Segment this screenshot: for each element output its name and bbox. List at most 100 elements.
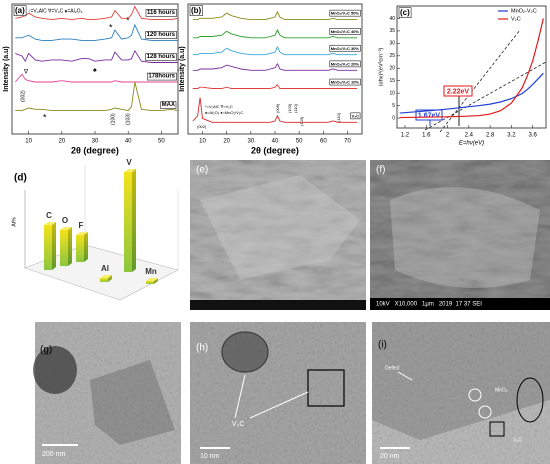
- bar-side: [68, 227, 72, 266]
- peak-label: (103): [287, 103, 292, 113]
- bar: [76, 235, 84, 262]
- label-box: [350, 112, 361, 120]
- x-tick-label: 30: [247, 139, 254, 145]
- peak-mark: *: [109, 22, 113, 32]
- legend-entry: V₂C: [511, 16, 521, 22]
- peak-label: (103): [125, 113, 131, 125]
- panel-label: (e): [196, 165, 208, 176]
- data-line: [399, 72, 544, 114]
- panel-e: (e): [190, 160, 366, 310]
- panel-label: (h): [196, 343, 208, 354]
- data-line: [192, 10, 358, 21]
- category-label: Mn: [145, 267, 157, 276]
- legend-entry: MnO₂/V₂C 30%: [331, 46, 360, 51]
- x-tick-label: 20: [58, 139, 65, 145]
- bar-top: [44, 222, 56, 225]
- peak-label: (110): [336, 112, 341, 122]
- legend-note: *=V₂AlC ∇=V₂C: [205, 104, 233, 109]
- data-line: [15, 81, 179, 112]
- bar-top: [124, 169, 136, 172]
- y-axis-label: Intensity (a.u): [3, 46, 10, 92]
- y-tick-label: 25: [389, 53, 395, 59]
- plot-frame: [396, 5, 547, 129]
- flake: [390, 187, 540, 288]
- bar-top: [76, 232, 88, 235]
- x-tick-label: 10: [199, 139, 206, 145]
- x-tick-label: 3.6: [529, 133, 538, 139]
- x-tick-label: 30: [92, 139, 99, 145]
- panel-label: (b): [191, 6, 202, 15]
- peak-label: (103): [299, 116, 304, 126]
- y-tick-label: 10: [389, 90, 395, 96]
- peak-label: (100): [110, 113, 116, 125]
- label-box: [329, 9, 361, 17]
- label-box: [13, 5, 27, 16]
- x-axis-label: E=hν(eV): [459, 141, 484, 147]
- flake: [200, 175, 360, 280]
- label-box: [189, 5, 203, 16]
- arrow: [234, 374, 246, 419]
- bar-side: [108, 275, 112, 282]
- category-label: C: [46, 211, 52, 220]
- category-label: V: [126, 158, 132, 167]
- legend-entry: MAX: [162, 102, 175, 108]
- label-box: [398, 7, 412, 18]
- x-tick-label: 2: [446, 133, 450, 139]
- feature-label: V₂C: [513, 437, 522, 443]
- bar: [146, 281, 154, 284]
- legend-entry: MnO₂/V₂C 50%: [331, 11, 360, 16]
- bar-side: [132, 169, 136, 272]
- x-tick-label: 50: [158, 139, 165, 145]
- legend-entry: MnO₂/V₂C 20%: [331, 61, 360, 66]
- x-tick-label: 70: [344, 139, 351, 145]
- x-tick-label: 3.2: [507, 133, 516, 139]
- panel-g: 200 nm (g): [33, 322, 181, 464]
- label-box: [145, 9, 177, 17]
- highlight-box: [307, 369, 345, 407]
- x-tick-label: 40: [125, 139, 132, 145]
- region: [372, 322, 550, 440]
- sem-caption: 10kV X10,000 1μm 2019 17 37 SEI: [376, 302, 482, 308]
- panel-b-notes: *=V₂AlC ∇=V₂C ♠=Al₂O₃ ♦=MnO₂/V₂C (002) (…: [197, 103, 341, 129]
- y-tick-label: 30: [389, 41, 395, 47]
- y-axis-label: (αhν)²(eV²cm⁻²): [378, 47, 384, 86]
- flake: [90, 360, 175, 445]
- scale-label: 20 nm: [380, 453, 400, 460]
- tem-tone: [372, 322, 550, 464]
- data-line: [15, 49, 178, 63]
- bar-top: [100, 275, 112, 278]
- feature-label: Defect: [385, 365, 400, 371]
- scale-label: 200 nm: [42, 451, 66, 458]
- data-line: [15, 5, 179, 21]
- scale-label: 10 nm: [200, 453, 220, 460]
- tangent-line: [439, 29, 521, 133]
- y-tick-label: 20: [389, 66, 395, 72]
- y-axis-label: At%: [11, 217, 17, 227]
- y-tick-label: 40: [389, 16, 395, 22]
- x-tick-label: 1.6: [422, 133, 431, 139]
- panel-label: (d): [14, 173, 27, 184]
- data-line: [15, 23, 178, 41]
- peak-label: (002): [197, 124, 207, 129]
- highlight-circle: [221, 331, 269, 373]
- legend-entry: MnO₂/V₂C 40%: [331, 29, 360, 34]
- panel-label: (i): [378, 340, 387, 351]
- data-line: [192, 83, 358, 89]
- panel-label: (a): [15, 6, 25, 15]
- bar-side: [154, 278, 158, 284]
- legend-note: ↑=V₂AlC ∇=V₂C ♠=Al₂O₃: [28, 8, 83, 14]
- label-box: [329, 44, 361, 52]
- tangent-line: [424, 61, 547, 131]
- panel-c-notes: 1.67eV 2.22eV: [415, 29, 547, 133]
- peak-mark: *: [126, 15, 130, 25]
- x-tick-label: 1.2: [401, 133, 410, 139]
- info-strip: [370, 298, 550, 310]
- legend-entry: 116 hours: [147, 10, 176, 16]
- data-line: [192, 97, 358, 123]
- label-box: [145, 53, 177, 61]
- label-box: [160, 101, 177, 109]
- y-axis-label: Intensity (a.u): [179, 46, 186, 92]
- legend-note: ♠=Al₂O₃ ♦=MnO₂/V₂C: [205, 110, 243, 115]
- bar: [124, 172, 132, 272]
- panel-label: (g): [40, 345, 52, 356]
